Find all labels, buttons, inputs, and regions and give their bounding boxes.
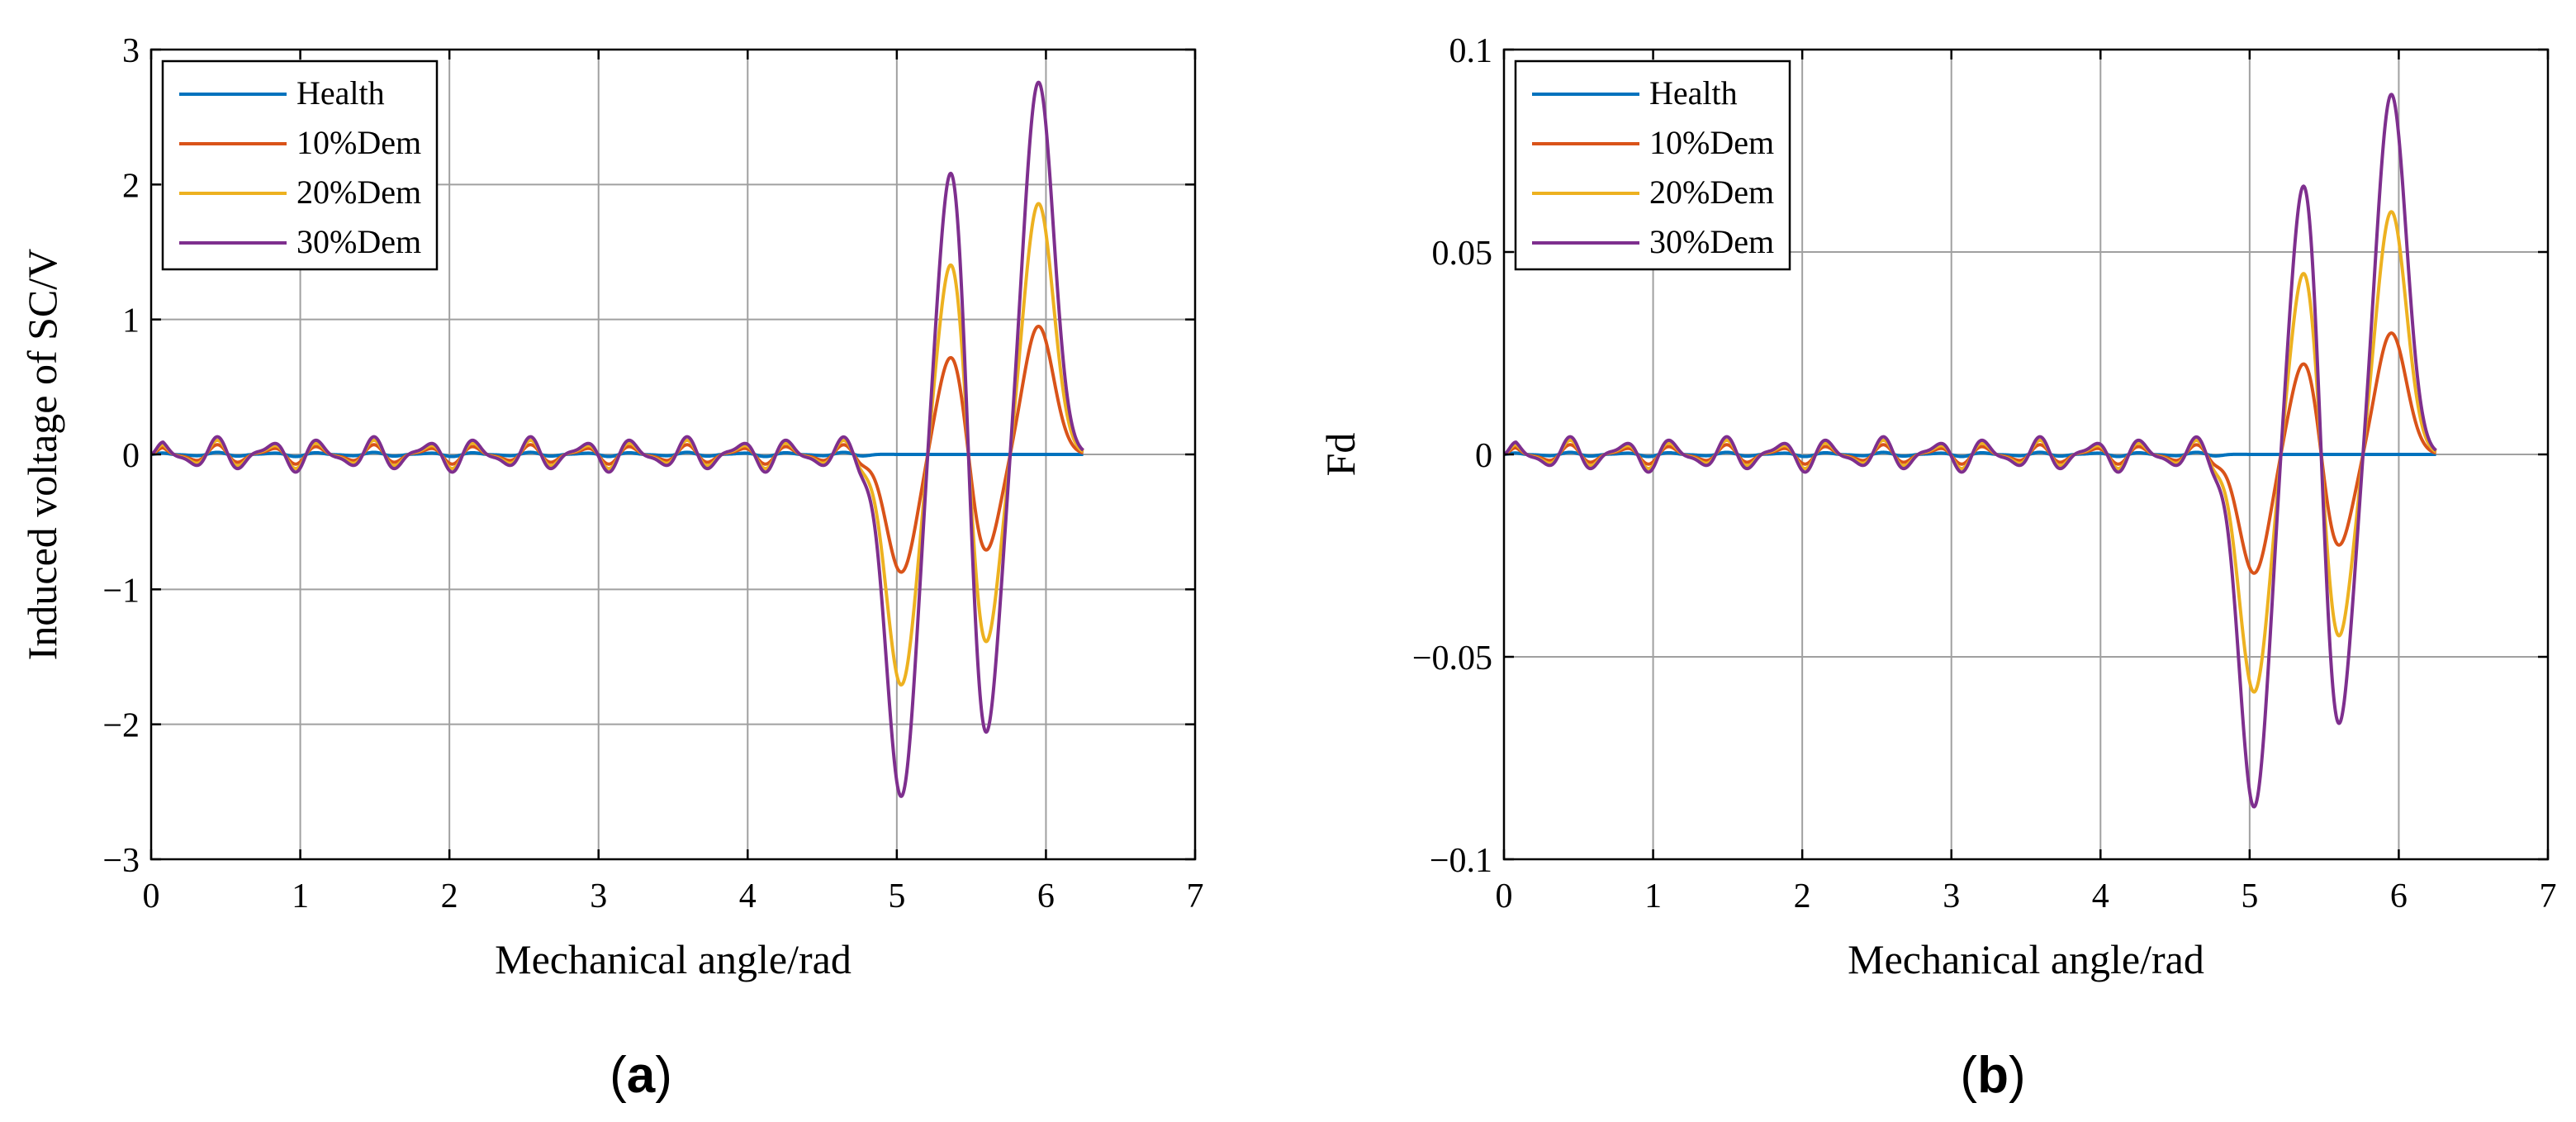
legend-entry-label: Health [297,74,385,112]
x-tick-label: 2 [1794,877,1811,915]
y-tick-label: 0.1 [1449,32,1493,70]
y-tick-label: 0 [1475,437,1492,475]
x-tick-label: 5 [888,877,905,915]
y-tick-label: 0.05 [1432,235,1493,273]
panel-letter: (b) [1960,1047,2025,1104]
chart-panel-b: 0 1 2 3 4 5 6 7 −0.1 −0.05 0 0.05 0.1 Mechanical angl… [1317,32,2557,1104]
legend: Health 10%Dem 20%Dem 30%Dem [161,59,439,271]
y-tick-label: −0.05 [1412,639,1492,677]
legend-entry-label: 20%Dem [297,174,421,211]
y-axis-label: Fd [1317,433,1364,477]
x-tick-label: 7 [1187,877,1204,915]
legend-entry-label: 30%Dem [1649,223,1774,260]
y-axis-label: Induced voltage of SC/V [19,249,65,661]
x-tick-label: 5 [2241,877,2258,915]
x-tick-label: 0 [143,877,160,915]
legend-entry-label: 20%Dem [1649,174,1774,211]
legend-entry-label: Health [1649,74,1738,112]
y-tick-label: 0 [122,437,140,475]
y-tick-label: 2 [122,167,140,205]
x-axis-label: Mechanical angle/rad [495,936,852,982]
y-tick-label: −3 [102,842,140,880]
y-tick-label: −1 [102,572,140,610]
y-tick-label: 3 [122,32,140,70]
x-axis-label: Mechanical angle/rad [1848,936,2204,982]
legend-entry-label: 30%Dem [297,223,421,260]
series-line-30-dem [149,80,1084,798]
x-tick-label: 2 [441,877,458,915]
legend: Health 10%Dem 20%Dem 30%Dem [1514,59,1791,271]
legend-entry-label: 10%Dem [297,124,421,161]
y-tick-label: −0.1 [1430,842,1492,880]
series-line-30-dem [1502,93,2437,809]
x-tick-label: 6 [2390,877,2408,915]
chart-panel-a: 0 1 2 3 4 5 6 7 −3 −2 −1 0 1 2 3 Mechanical angle/rad In… [19,32,1204,1104]
x-tick-label: 6 [1037,877,1055,915]
legend-entry-label: 10%Dem [1649,124,1774,161]
y-tick-label: 1 [122,302,140,340]
x-tick-label: 7 [2540,877,2557,915]
panel-letter: (a) [610,1047,672,1104]
x-tick-label: 3 [590,877,607,915]
x-tick-label: 3 [1943,877,1960,915]
x-tick-label: 4 [739,877,757,915]
x-tick-label: 4 [2092,877,2109,915]
x-tick-label: 1 [1644,877,1662,915]
y-tick-label: −2 [102,707,140,745]
x-tick-label: 0 [1496,877,1513,915]
x-tick-label: 1 [292,877,309,915]
